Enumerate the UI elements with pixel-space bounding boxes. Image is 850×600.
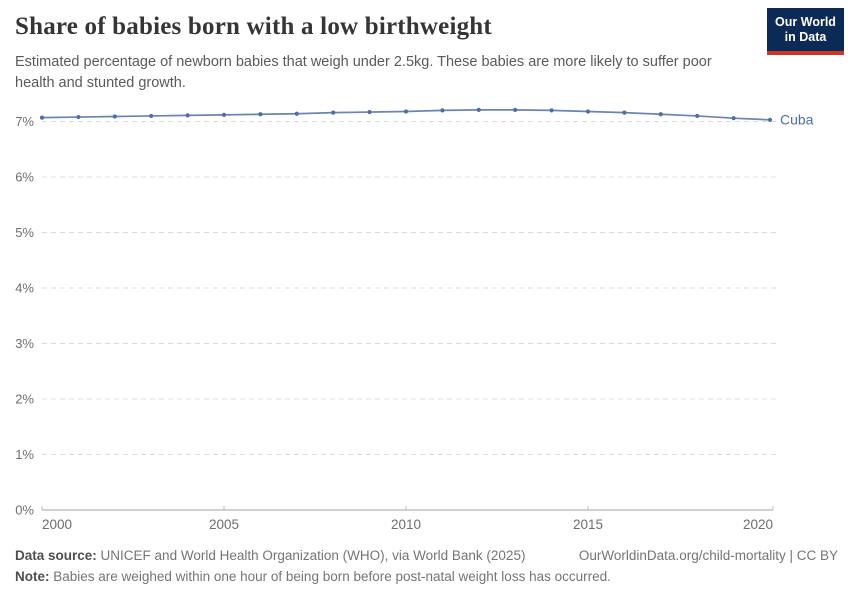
y-tick-label: 3% [15, 336, 34, 351]
chart-subtitle: Estimated percentage of newborn babies t… [15, 54, 712, 91]
data-point[interactable] [513, 107, 518, 112]
y-tick-label: 0% [15, 503, 34, 518]
data-point[interactable] [767, 117, 773, 122]
y-tick-label: 1% [15, 447, 34, 462]
line-chart: 0% 1% 2% 3% 4% 5% 6% 7% 2000 2005 2010 2015 2020 Cuba [15, 107, 814, 532]
data-point[interactable] [585, 109, 591, 114]
data-source-text: Data source: UNICEF and World Health Org… [15, 548, 526, 563]
owid-logo-line2: in Data [784, 30, 827, 44]
data-point[interactable] [622, 110, 627, 115]
y-tick-label: 5% [15, 225, 34, 240]
data-point[interactable] [476, 107, 481, 112]
data-point[interactable] [221, 112, 227, 117]
owid-logo-line1: Our World [775, 15, 836, 29]
owid-citation-link[interactable]: OurWorldinData.org/child-mortality | CC … [578, 548, 838, 563]
series-label[interactable]: Cuba [780, 111, 814, 127]
data-point[interactable] [39, 115, 45, 120]
x-tick-label: 2010 [391, 517, 421, 532]
data-point[interactable] [331, 110, 336, 115]
y-tick-label: 7% [15, 114, 34, 129]
y-tick-label: 2% [15, 392, 34, 407]
data-point[interactable] [76, 114, 81, 120]
data-point[interactable] [731, 116, 736, 121]
data-point[interactable] [185, 113, 190, 118]
data-point[interactable] [403, 109, 409, 114]
chart-footer: Data source: UNICEF and World Health Org… [15, 546, 838, 587]
owid-logo: Our World in Data [767, 8, 844, 55]
y-tick-label: 4% [15, 281, 34, 296]
data-point[interactable] [695, 113, 700, 119]
x-tick-label: 2015 [573, 517, 603, 532]
data-point[interactable] [294, 111, 299, 116]
x-tick-label: 2020 [743, 517, 773, 532]
x-tick-label: 2000 [42, 517, 72, 532]
data-point[interactable] [549, 108, 554, 113]
page-title: Share of babies born with a low birthwei… [15, 13, 492, 40]
y-tick-label: 6% [15, 170, 34, 185]
x-tick-label: 2005 [209, 517, 239, 532]
data-point[interactable] [658, 112, 663, 117]
data-point[interactable] [367, 109, 372, 115]
data-source-label: Data source: [15, 548, 97, 563]
data-point[interactable] [258, 112, 263, 117]
chart-note: Note: Babies are weighed within one hour… [15, 569, 611, 584]
data-point[interactable] [112, 114, 117, 119]
note-label: Note: [15, 569, 50, 584]
data-point[interactable] [149, 113, 154, 119]
data-point[interactable] [440, 108, 445, 113]
